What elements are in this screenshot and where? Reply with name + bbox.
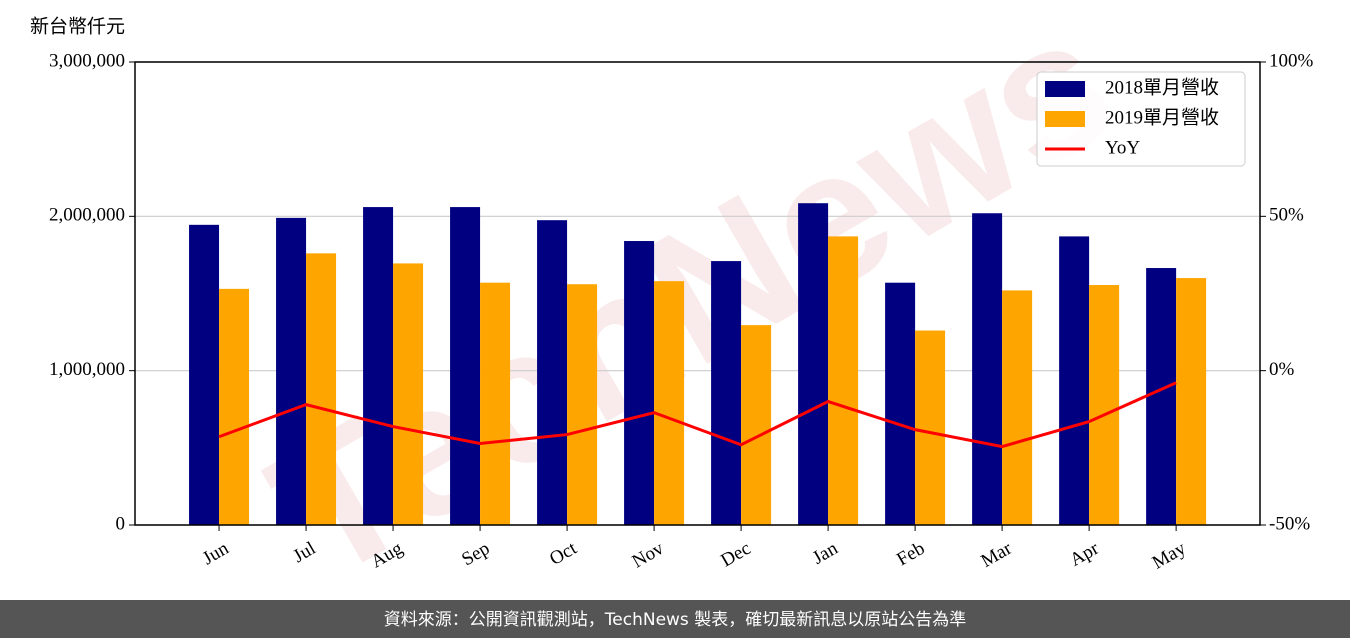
footer: 資料來源：公開資訊觀測站，TechNews 製表，確切最新訊息以原站公告為準 (384, 610, 966, 630)
legend-label: 2018單月營收 (1105, 76, 1219, 98)
x-tick-label: Mar (978, 538, 1016, 572)
bar (972, 213, 1003, 525)
bar (276, 217, 307, 526)
y-tick-label: 3,000,000 (49, 50, 125, 71)
bar (1002, 290, 1033, 525)
bar (306, 253, 337, 525)
bar (480, 282, 511, 525)
bar (741, 325, 772, 525)
bar (189, 224, 220, 526)
x-tick-label: Jun (199, 538, 233, 570)
legend-label: YoY (1105, 137, 1140, 158)
bar (885, 282, 916, 525)
bar (393, 263, 424, 525)
bar (915, 330, 946, 525)
bar (654, 281, 685, 525)
bar (537, 220, 568, 526)
x-tick-label: Jan (809, 538, 842, 569)
y2-tick-label: 100% (1269, 50, 1314, 71)
bar (1146, 268, 1177, 525)
legend-swatch (1045, 111, 1085, 127)
bar (798, 203, 829, 525)
y-tick-label: 0 (116, 513, 126, 534)
y2-tick-label: -50% (1269, 513, 1310, 534)
y2-tick-label: 0% (1269, 359, 1295, 380)
x-tick-label: Nov (629, 538, 668, 573)
bar (624, 241, 655, 525)
x-tick-label: Oct (546, 538, 581, 570)
x-tick-label: Dec (717, 538, 754, 571)
line (218, 381, 1177, 449)
legend-box (1036, 71, 1246, 167)
x-tick-label: Apr (1066, 538, 1103, 571)
x-tick-label: Feb (893, 538, 928, 570)
y-axis-label: 新台幣仟元 (30, 15, 125, 37)
bar (219, 288, 250, 525)
x-tick-label: May (1149, 538, 1190, 574)
bar (363, 207, 394, 525)
y-tick-label: 2,000,000 (49, 205, 125, 226)
bar (1176, 278, 1207, 525)
y2-tick-label: 50% (1269, 205, 1304, 226)
plot-frame (134, 61, 1261, 526)
bar (711, 261, 742, 525)
bar (1059, 236, 1090, 525)
legend-swatch (1045, 81, 1085, 97)
legend-label: 2019單月營收 (1105, 106, 1219, 128)
y-tick-label: 1,000,000 (49, 359, 125, 380)
bar (567, 284, 598, 525)
bar (450, 207, 481, 525)
footer-band (0, 600, 1350, 638)
bar (828, 236, 859, 525)
bar (1089, 285, 1120, 525)
